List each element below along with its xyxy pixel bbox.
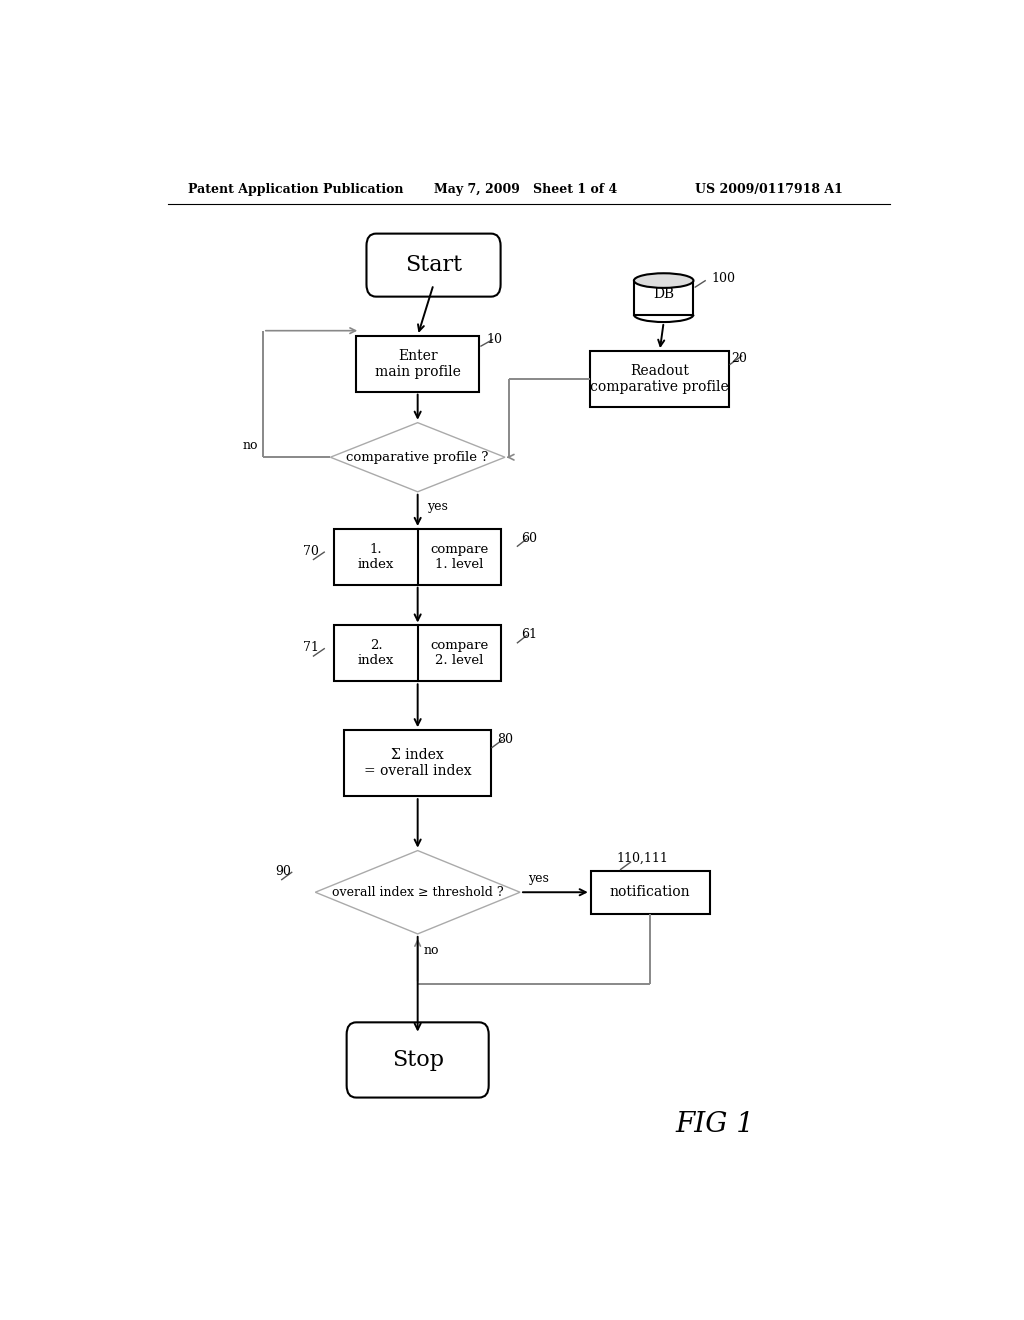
Text: FIG 1: FIG 1 (676, 1111, 755, 1138)
Text: no: no (243, 440, 259, 451)
Text: compare
2. level: compare 2. level (430, 639, 488, 668)
Text: 71: 71 (303, 642, 318, 655)
Text: comparative profile ?: comparative profile ? (346, 450, 488, 463)
FancyBboxPatch shape (347, 1022, 488, 1097)
Bar (634, 281, 693, 314)
Polygon shape (331, 422, 505, 492)
Text: 61: 61 (521, 628, 537, 642)
Text: overall index ≥ threshold ?: overall index ≥ threshold ? (332, 886, 504, 899)
Text: 60: 60 (521, 532, 537, 545)
Text: May 7, 2009   Sheet 1 of 4: May 7, 2009 Sheet 1 of 4 (433, 183, 616, 195)
Text: 70: 70 (303, 545, 318, 558)
Text: 100: 100 (712, 272, 735, 285)
Text: DB: DB (653, 286, 674, 301)
Bar (356, 335, 479, 392)
Text: Enter
main profile: Enter main profile (375, 348, 461, 379)
Text: Start: Start (404, 255, 462, 276)
Text: Σ index
= overall index: Σ index = overall index (364, 748, 471, 779)
Bar (344, 730, 492, 796)
Text: 1.
index: 1. index (357, 543, 394, 570)
Text: Stop: Stop (391, 1049, 443, 1071)
Polygon shape (315, 850, 520, 935)
FancyBboxPatch shape (367, 234, 501, 297)
Bar (591, 871, 710, 913)
Text: Readout
comparative profile: Readout comparative profile (591, 364, 729, 395)
Text: 80: 80 (497, 733, 513, 746)
Text: 2.
index: 2. index (357, 639, 394, 668)
Text: US 2009/0117918 A1: US 2009/0117918 A1 (695, 183, 844, 195)
Text: compare
1. level: compare 1. level (430, 543, 488, 570)
Bar (590, 351, 729, 407)
Ellipse shape (634, 273, 693, 288)
Text: yes: yes (528, 873, 549, 886)
Text: 90: 90 (274, 865, 291, 878)
Text: yes: yes (427, 500, 449, 513)
Text: 110,111: 110,111 (616, 851, 668, 865)
Bar (334, 626, 501, 681)
Text: 10: 10 (486, 334, 503, 346)
Text: 20: 20 (731, 351, 748, 364)
Bar (334, 529, 501, 585)
Text: no: no (424, 944, 439, 957)
Text: Patent Application Publication: Patent Application Publication (187, 183, 403, 195)
Text: notification: notification (610, 886, 690, 899)
